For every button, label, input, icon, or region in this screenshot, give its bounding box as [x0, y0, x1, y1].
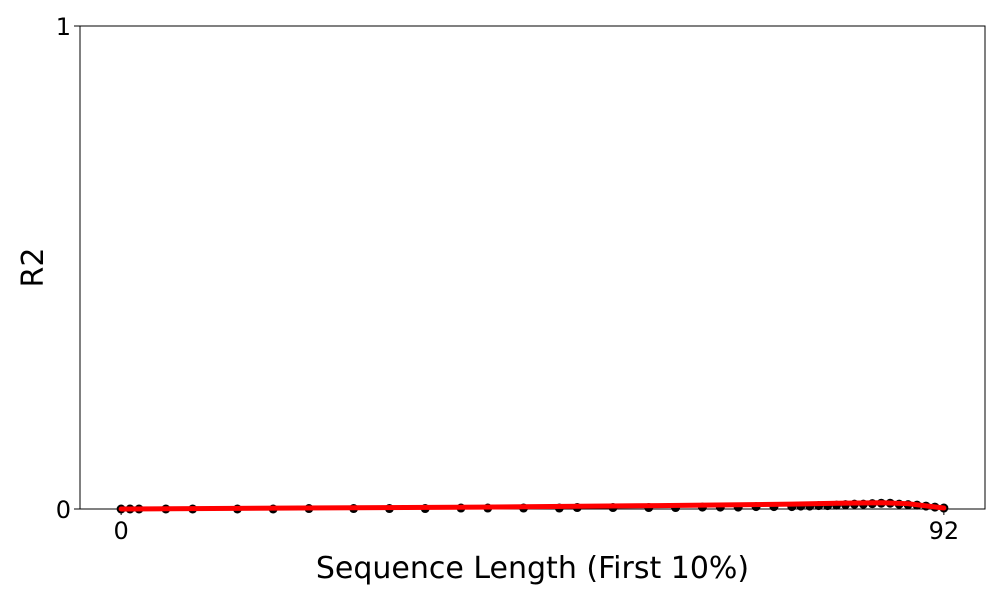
- y-tick-label: 1: [56, 13, 71, 41]
- x-tick-label: 92: [929, 517, 960, 545]
- x-tick-label: 0: [113, 517, 128, 545]
- y-tick-label: 0: [56, 496, 71, 524]
- axis-ticks: 0 92 0 1: [56, 13, 959, 545]
- y-axis-label: R2: [16, 248, 51, 288]
- x-axis-label: Sequence Length (First 10%): [316, 551, 749, 586]
- data-marks: [116, 498, 949, 514]
- plot-area: [79, 25, 986, 510]
- trend-line: [118, 500, 947, 512]
